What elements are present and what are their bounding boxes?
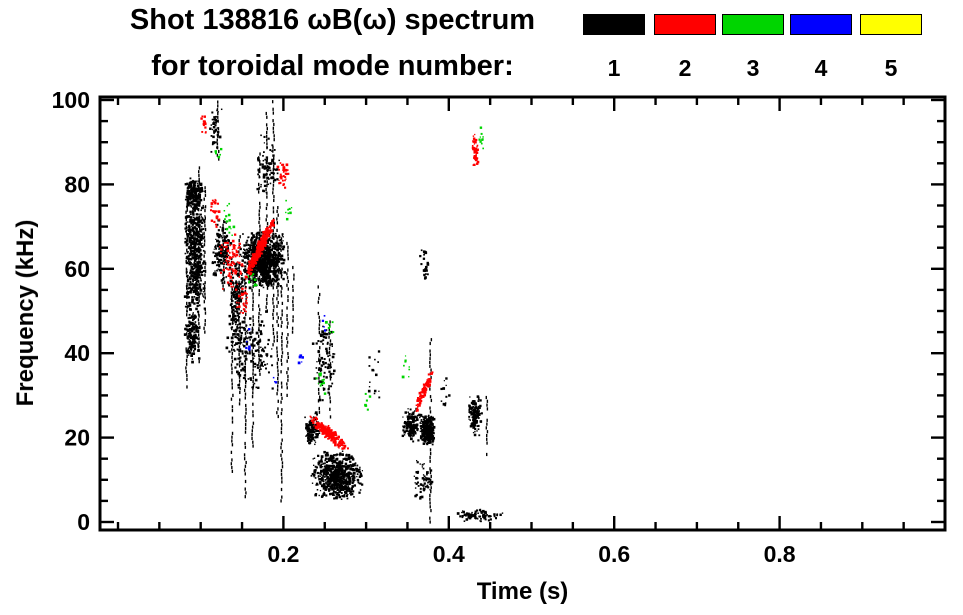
y-axis-label: Frequency (kHz) — [12, 219, 39, 407]
x-axis-label: Time (s) — [476, 578, 569, 605]
